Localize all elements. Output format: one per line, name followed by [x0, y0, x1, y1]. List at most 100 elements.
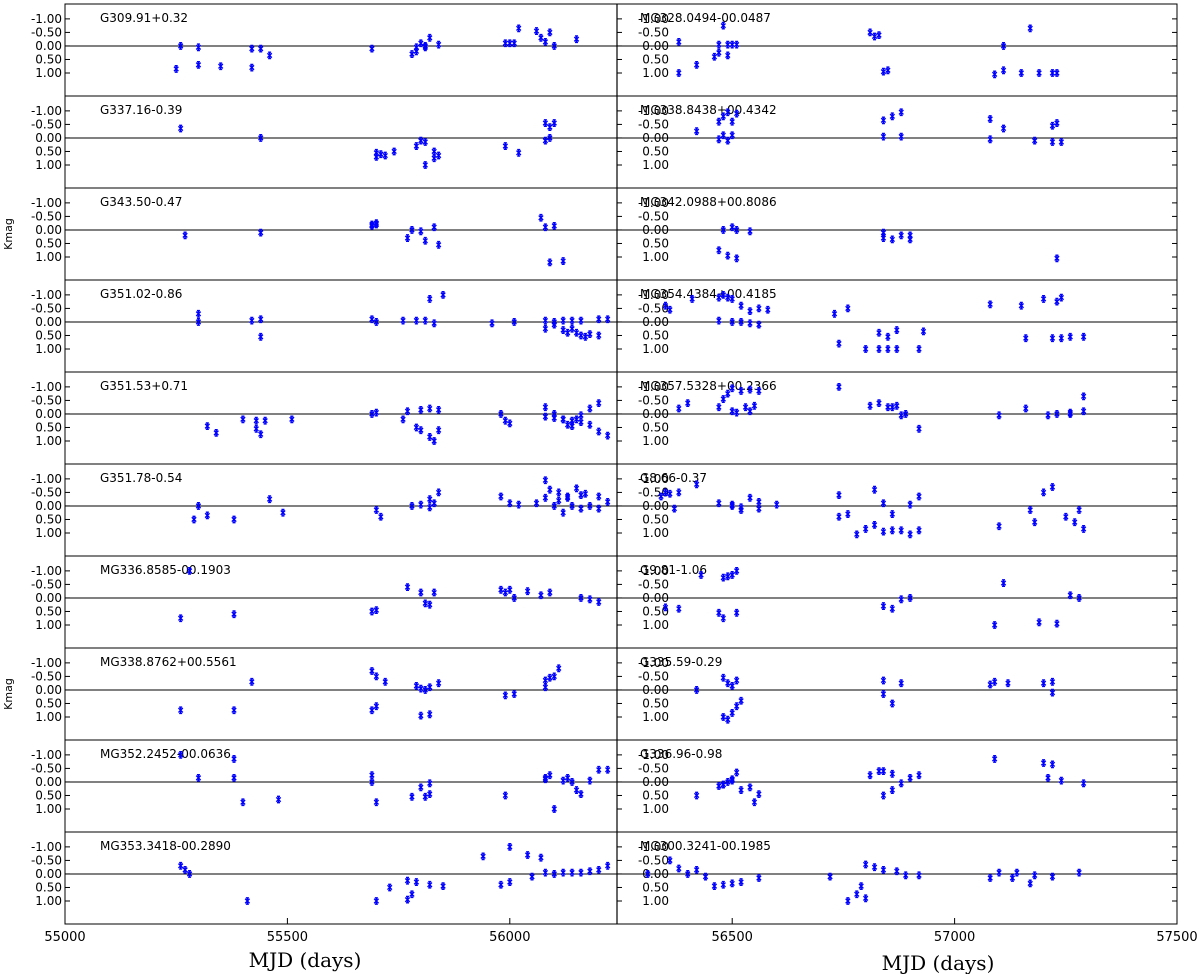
y-tick-label: -1.00 — [638, 288, 669, 302]
y-tick-label: -1.00 — [31, 104, 62, 118]
y-tick-label: 1.00 — [35, 894, 62, 908]
data-point — [858, 882, 864, 891]
data-point — [716, 40, 722, 49]
y-tick-label: -1.00 — [638, 196, 669, 210]
data-point — [676, 37, 682, 46]
y-tick-label: -1.00 — [31, 288, 62, 302]
data-point — [1000, 66, 1007, 75]
data-point — [729, 407, 735, 416]
data-point — [542, 403, 549, 412]
data-point — [733, 408, 740, 417]
data-point — [182, 231, 188, 240]
panel-title: G351.53+0.71 — [100, 379, 188, 393]
data-point — [498, 410, 504, 418]
data-point — [1040, 295, 1047, 303]
data-point — [1049, 872, 1056, 881]
data-point — [573, 415, 580, 424]
data-points — [173, 21, 1087, 905]
data-point — [720, 880, 726, 889]
data-point — [987, 115, 993, 123]
data-point — [1054, 619, 1060, 628]
data-point — [431, 223, 437, 232]
data-point — [373, 318, 380, 326]
data-point — [431, 437, 437, 445]
data-point — [547, 258, 553, 267]
data-point — [880, 527, 887, 536]
data-point — [409, 792, 415, 801]
data-point — [258, 134, 264, 142]
data-point — [578, 594, 584, 602]
data-point — [258, 228, 264, 237]
y-tick-label: 0.50 — [642, 880, 669, 894]
y-tick-label: 0.00 — [642, 683, 669, 697]
data-point — [738, 786, 744, 794]
x-axis-title-left: MJD (days) — [249, 948, 362, 972]
data-point — [747, 783, 753, 792]
data-point — [756, 320, 762, 329]
data-point — [916, 424, 922, 433]
data-point — [1014, 868, 1020, 877]
data-point — [667, 856, 673, 865]
data-point — [725, 136, 731, 145]
data-point — [1080, 525, 1087, 533]
data-point — [382, 151, 388, 160]
data-point — [729, 223, 735, 232]
data-point — [693, 480, 700, 489]
data-point — [747, 307, 753, 316]
data-point — [991, 677, 998, 686]
data-point — [578, 491, 584, 500]
data-point — [733, 226, 740, 234]
data-point — [916, 526, 922, 535]
y-tick-label: 1.00 — [35, 526, 62, 540]
data-point — [916, 492, 922, 501]
data-point — [564, 492, 571, 501]
data-point — [587, 420, 593, 429]
data-point — [729, 117, 735, 126]
data-point — [551, 42, 557, 50]
data-point — [698, 571, 704, 579]
data-point — [418, 405, 424, 414]
panel-title: G337.16-0.39 — [100, 103, 182, 117]
data-point — [186, 870, 193, 878]
data-point — [1027, 506, 1033, 514]
data-point — [266, 495, 273, 504]
data-point — [738, 301, 744, 310]
data-point — [556, 496, 562, 505]
data-point — [836, 339, 842, 348]
data-point — [369, 778, 375, 786]
data-point — [725, 51, 731, 60]
data-point — [231, 706, 237, 715]
y-tick-label: -0.50 — [638, 577, 669, 591]
y-tick-label: 1.00 — [642, 894, 669, 908]
data-point — [738, 318, 744, 326]
y-tick-label: -0.50 — [638, 485, 669, 499]
data-point — [400, 316, 406, 325]
data-point — [880, 67, 887, 76]
panel: -1.00-0.500.000.501.00 G309.91+0.32 — [31, 11, 617, 80]
y-tick-label: 1.00 — [35, 158, 62, 172]
data-point — [289, 415, 295, 424]
data-point — [569, 416, 575, 425]
data-point — [587, 776, 593, 785]
data-point — [569, 324, 575, 333]
data-point — [418, 136, 424, 145]
data-point — [409, 226, 415, 234]
data-point — [587, 595, 593, 604]
x-tick-label: 56500 — [712, 930, 753, 945]
data-point — [413, 316, 420, 325]
data-point — [720, 713, 726, 721]
data-point — [542, 316, 549, 325]
y-tick-label: 0.00 — [35, 39, 62, 53]
data-point — [369, 706, 375, 715]
data-point — [667, 305, 673, 314]
data-point — [765, 305, 771, 314]
data-point — [733, 40, 740, 49]
panel-title: MG328.0494-00.0487 — [640, 11, 771, 25]
y-tick-label: -0.50 — [31, 669, 62, 683]
data-point — [889, 403, 896, 412]
data-point — [862, 860, 869, 869]
data-point — [1080, 407, 1087, 416]
data-point — [231, 515, 237, 524]
data-point — [427, 880, 433, 889]
y-tick-label: 1.00 — [642, 250, 669, 264]
